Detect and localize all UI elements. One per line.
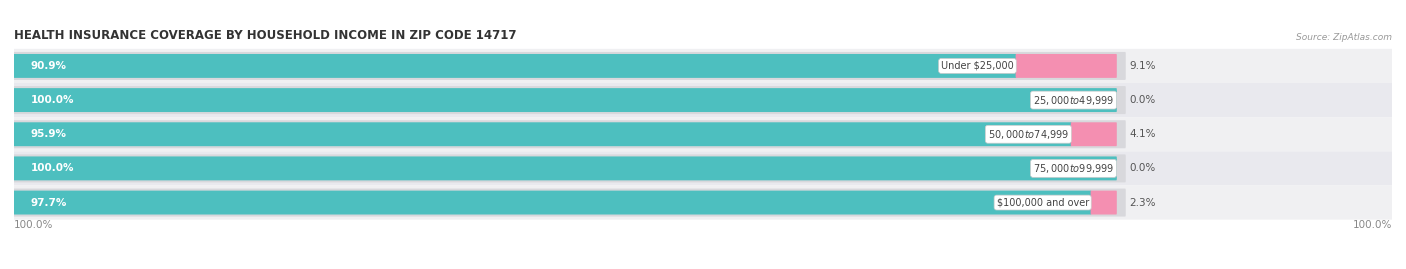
FancyBboxPatch shape xyxy=(14,83,1392,117)
Text: 90.9%: 90.9% xyxy=(31,61,66,71)
FancyBboxPatch shape xyxy=(1071,122,1116,146)
Text: 95.9%: 95.9% xyxy=(31,129,66,139)
FancyBboxPatch shape xyxy=(1091,191,1116,214)
Text: $100,000 and over: $100,000 and over xyxy=(997,197,1088,208)
Text: 9.1%: 9.1% xyxy=(1129,61,1156,71)
FancyBboxPatch shape xyxy=(14,122,1071,146)
Text: 0.0%: 0.0% xyxy=(1129,95,1156,105)
Text: 97.7%: 97.7% xyxy=(31,197,67,208)
FancyBboxPatch shape xyxy=(14,88,1116,112)
FancyBboxPatch shape xyxy=(14,186,1392,220)
FancyBboxPatch shape xyxy=(14,157,1116,180)
FancyBboxPatch shape xyxy=(14,191,1091,214)
Text: Source: ZipAtlas.com: Source: ZipAtlas.com xyxy=(1296,33,1392,42)
FancyBboxPatch shape xyxy=(14,49,1392,83)
Text: 4.1%: 4.1% xyxy=(1129,129,1156,139)
Text: $50,000 to $74,999: $50,000 to $74,999 xyxy=(988,128,1069,141)
FancyBboxPatch shape xyxy=(10,120,1126,148)
FancyBboxPatch shape xyxy=(14,117,1392,151)
Text: HEALTH INSURANCE COVERAGE BY HOUSEHOLD INCOME IN ZIP CODE 14717: HEALTH INSURANCE COVERAGE BY HOUSEHOLD I… xyxy=(14,29,516,42)
Text: 0.0%: 0.0% xyxy=(1129,163,1156,174)
Text: $25,000 to $49,999: $25,000 to $49,999 xyxy=(1033,94,1114,107)
Text: 100.0%: 100.0% xyxy=(1353,220,1392,230)
Text: 100.0%: 100.0% xyxy=(31,163,75,174)
Text: 2.3%: 2.3% xyxy=(1129,197,1156,208)
Text: $75,000 to $99,999: $75,000 to $99,999 xyxy=(1033,162,1114,175)
FancyBboxPatch shape xyxy=(14,54,1017,78)
Text: 100.0%: 100.0% xyxy=(31,95,75,105)
FancyBboxPatch shape xyxy=(10,189,1126,217)
Text: Under $25,000: Under $25,000 xyxy=(941,61,1014,71)
Text: 100.0%: 100.0% xyxy=(14,220,53,230)
FancyBboxPatch shape xyxy=(1015,54,1116,78)
FancyBboxPatch shape xyxy=(10,154,1126,182)
FancyBboxPatch shape xyxy=(10,86,1126,114)
FancyBboxPatch shape xyxy=(14,151,1392,186)
FancyBboxPatch shape xyxy=(10,52,1126,80)
